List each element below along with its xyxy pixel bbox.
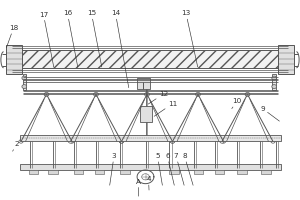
Circle shape — [145, 92, 149, 96]
Text: 10: 10 — [232, 98, 242, 109]
Circle shape — [272, 76, 277, 80]
Text: A: A — [136, 179, 141, 196]
Circle shape — [245, 92, 250, 96]
Text: 13: 13 — [182, 10, 198, 67]
Text: 15: 15 — [87, 10, 102, 67]
Circle shape — [272, 85, 277, 89]
Text: 11: 11 — [154, 101, 177, 116]
Circle shape — [221, 140, 226, 143]
Circle shape — [22, 76, 27, 80]
Bar — [22, 74, 26, 90]
Bar — [74, 170, 83, 174]
Circle shape — [94, 92, 98, 96]
Text: 8: 8 — [182, 153, 193, 185]
Text: 16: 16 — [63, 10, 78, 67]
Circle shape — [44, 92, 49, 96]
Circle shape — [196, 92, 200, 96]
Text: 4: 4 — [146, 176, 151, 190]
Bar — [214, 170, 224, 174]
Text: 5: 5 — [155, 153, 162, 185]
Circle shape — [170, 140, 175, 143]
Bar — [169, 170, 179, 174]
Text: 6: 6 — [165, 153, 174, 185]
Text: 14: 14 — [111, 10, 129, 88]
Text: 2: 2 — [13, 141, 19, 151]
Bar — [136, 78, 150, 89]
Bar — [194, 170, 203, 174]
Bar — [20, 135, 281, 141]
Text: 12: 12 — [148, 91, 168, 104]
Bar — [94, 170, 104, 174]
Bar — [120, 170, 130, 174]
Bar — [140, 106, 152, 122]
Text: 9: 9 — [260, 106, 279, 121]
Bar — [20, 164, 281, 170]
Circle shape — [68, 140, 73, 143]
Circle shape — [119, 140, 124, 143]
Bar — [28, 170, 38, 174]
Text: 3: 3 — [110, 153, 116, 185]
Circle shape — [271, 140, 275, 143]
Bar — [12, 50, 288, 68]
Text: 17: 17 — [39, 12, 54, 67]
Bar — [261, 170, 271, 174]
Circle shape — [22, 85, 27, 89]
Bar — [237, 170, 247, 174]
Circle shape — [70, 140, 74, 143]
Bar — [6, 45, 22, 74]
Bar — [48, 170, 58, 174]
Circle shape — [19, 140, 23, 143]
Circle shape — [170, 140, 175, 143]
Text: 7: 7 — [174, 153, 184, 185]
Text: 18: 18 — [7, 25, 18, 47]
Bar — [272, 74, 276, 90]
Bar — [278, 45, 294, 74]
Circle shape — [220, 140, 224, 143]
Circle shape — [119, 140, 124, 143]
